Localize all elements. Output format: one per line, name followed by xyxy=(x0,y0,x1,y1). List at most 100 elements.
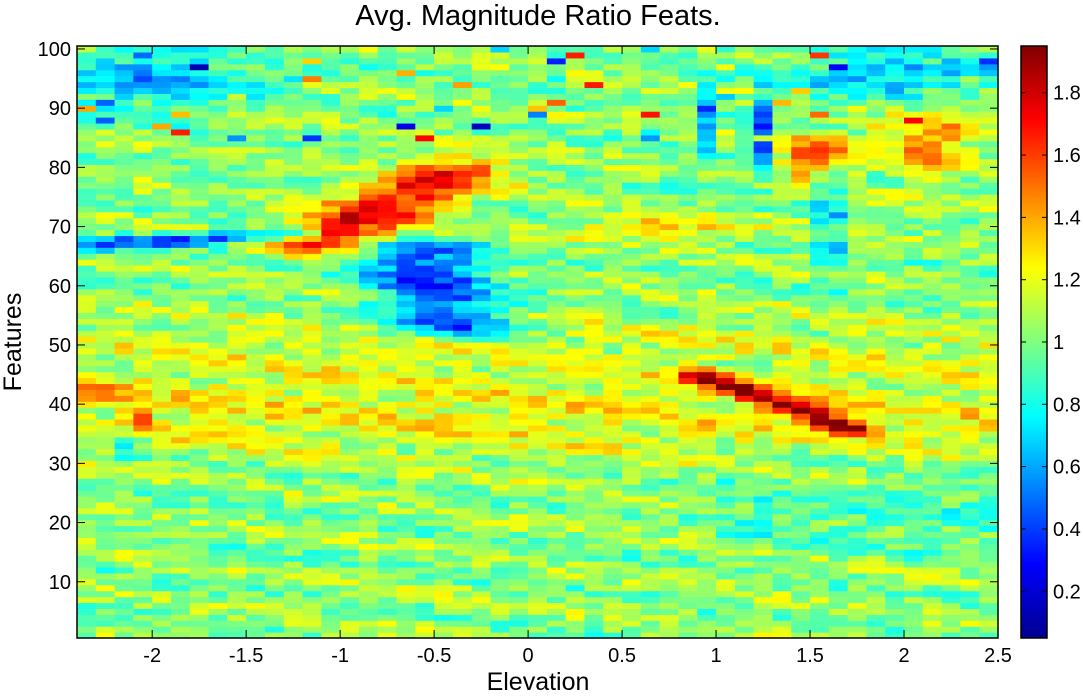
heatmap-cell xyxy=(960,134,980,142)
heatmap-cell xyxy=(922,495,943,503)
heatmap-cell xyxy=(866,217,886,225)
heatmap-cell xyxy=(979,359,999,367)
heatmap-cell xyxy=(866,105,886,112)
heatmap-cell xyxy=(622,454,642,461)
heatmap-cell xyxy=(396,134,416,142)
heatmap-cell xyxy=(584,371,604,379)
heatmap-cell xyxy=(321,371,341,379)
heatmap-cell xyxy=(847,525,868,533)
heatmap-cell xyxy=(114,87,134,94)
heatmap-cell xyxy=(885,87,905,94)
heatmap-cell xyxy=(189,596,210,604)
heatmap-cell xyxy=(546,259,567,266)
heatmap-cell xyxy=(565,407,586,414)
heatmap-cell xyxy=(885,235,905,242)
heatmap-cell xyxy=(170,519,191,527)
heatmap-cell xyxy=(697,519,717,527)
heatmap-cell xyxy=(528,140,548,148)
heatmap-cell xyxy=(340,342,360,349)
heatmap-cell xyxy=(189,501,210,509)
heatmap-cell xyxy=(227,223,247,231)
heatmap-cell xyxy=(189,460,210,467)
heatmap-cell xyxy=(622,146,642,154)
heatmap-cell xyxy=(922,87,943,94)
heatmap-cell xyxy=(283,330,304,337)
heatmap-cell xyxy=(396,235,416,242)
heatmap-cell xyxy=(434,555,454,562)
heatmap-cell xyxy=(697,276,717,284)
heatmap-cell xyxy=(904,359,924,367)
heatmap-cell xyxy=(471,270,492,278)
heatmap-cell xyxy=(528,170,548,177)
heatmap-cell xyxy=(885,318,905,325)
heatmap-cell xyxy=(603,626,623,633)
heatmap-cell xyxy=(452,608,473,615)
heatmap-cell xyxy=(659,490,680,497)
heatmap-cell xyxy=(640,632,661,639)
heatmap-cell xyxy=(152,229,172,237)
heatmap-cell xyxy=(885,413,905,420)
heatmap-cell xyxy=(152,182,172,189)
heatmap-cell xyxy=(358,259,379,266)
heatmap-cell xyxy=(133,430,153,438)
heatmap-cell xyxy=(434,330,454,337)
heatmap-cell xyxy=(772,531,792,538)
heatmap-cell xyxy=(377,407,398,414)
heatmap-cell xyxy=(452,164,473,171)
heatmap-cell xyxy=(810,223,830,231)
heatmap-cell xyxy=(396,347,416,355)
heatmap-cell xyxy=(678,336,698,343)
heatmap-cell xyxy=(866,472,886,479)
heatmap-cell xyxy=(584,549,604,556)
heatmap-cell xyxy=(622,134,642,142)
heatmap-cell xyxy=(622,353,642,361)
heatmap-cell xyxy=(584,495,604,503)
heatmap-cell xyxy=(434,353,454,361)
heatmap-cell xyxy=(603,608,623,615)
heatmap-cell xyxy=(302,282,322,290)
heatmap-cell xyxy=(772,584,792,592)
heatmap-cell xyxy=(847,495,868,503)
heatmap-cell xyxy=(133,442,153,450)
heatmap-cell xyxy=(753,448,774,456)
heatmap-cell xyxy=(885,365,905,373)
heatmap-cell xyxy=(603,51,623,59)
heatmap-cell xyxy=(941,99,962,106)
heatmap-cell xyxy=(772,549,792,556)
heatmap-cell xyxy=(885,490,905,497)
heatmap-cell xyxy=(847,117,868,124)
heatmap-cell xyxy=(697,561,717,568)
heatmap-cell xyxy=(753,377,774,385)
heatmap-cell xyxy=(772,199,792,207)
heatmap-cell xyxy=(227,442,247,450)
heatmap-cell xyxy=(772,596,792,604)
heatmap-cell xyxy=(659,306,680,313)
heatmap-cell xyxy=(828,365,849,373)
heatmap-cell xyxy=(847,241,868,248)
heatmap-cell xyxy=(791,602,811,609)
heatmap-cell xyxy=(734,247,755,254)
heatmap-cell xyxy=(528,377,548,385)
heatmap-cell xyxy=(659,312,680,319)
heatmap-cell xyxy=(866,543,886,550)
heatmap-cell xyxy=(77,424,97,432)
heatmap-cell xyxy=(979,122,999,130)
heatmap-cell xyxy=(415,430,435,438)
heatmap-cell xyxy=(509,424,529,432)
heatmap-cell xyxy=(622,342,642,349)
heatmap-cell xyxy=(697,128,717,136)
heatmap-cell xyxy=(716,626,736,633)
heatmap-cell xyxy=(189,413,210,420)
heatmap-cell xyxy=(396,537,416,544)
heatmap-cell xyxy=(678,472,698,479)
heatmap-cell xyxy=(358,353,379,361)
heatmap-cell xyxy=(264,146,285,154)
heatmap-cell xyxy=(114,632,134,639)
heatmap-cell xyxy=(810,265,830,272)
heatmap-cell xyxy=(979,188,999,195)
heatmap-cell xyxy=(283,211,304,219)
heatmap-cell xyxy=(697,513,717,521)
heatmap-cell xyxy=(828,584,849,592)
heatmap-cell xyxy=(264,584,285,592)
heatmap-cell xyxy=(227,241,247,248)
